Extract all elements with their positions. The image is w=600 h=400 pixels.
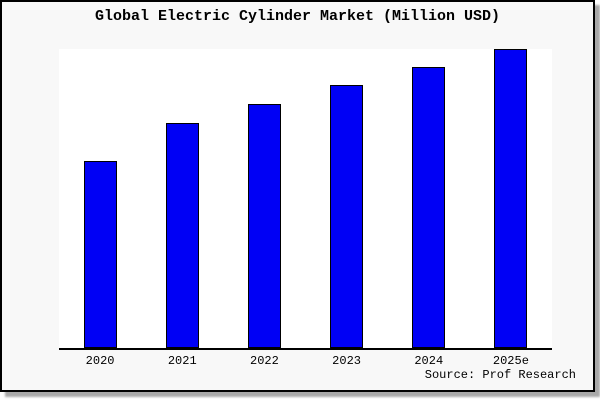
plot-area xyxy=(59,49,552,350)
bar-2020 xyxy=(83,161,117,348)
chart-title: Global Electric Cylinder Market (Million… xyxy=(94,8,501,25)
bar-2025e xyxy=(494,49,528,348)
x-tick-label-2023: 2023 xyxy=(332,354,361,368)
x-tick-label-2020: 2020 xyxy=(85,354,115,368)
source-credit: Source: Prof Research xyxy=(424,368,576,382)
x-tick-label-2022: 2022 xyxy=(250,354,279,368)
chart-card: Global Electric Cylinder Market (Million… xyxy=(0,0,595,392)
x-axis-labels: 2020 2021 2022 2023 2024 2025e xyxy=(59,354,552,370)
bar-2021 xyxy=(165,123,199,348)
bar-2022 xyxy=(247,104,281,348)
bar-2024 xyxy=(412,67,446,348)
bar-2023 xyxy=(330,85,364,348)
x-tick-label-2025e: 2025e xyxy=(492,354,529,368)
x-tick-label-2021: 2021 xyxy=(167,354,197,368)
x-tick-label-2024: 2024 xyxy=(414,354,444,368)
